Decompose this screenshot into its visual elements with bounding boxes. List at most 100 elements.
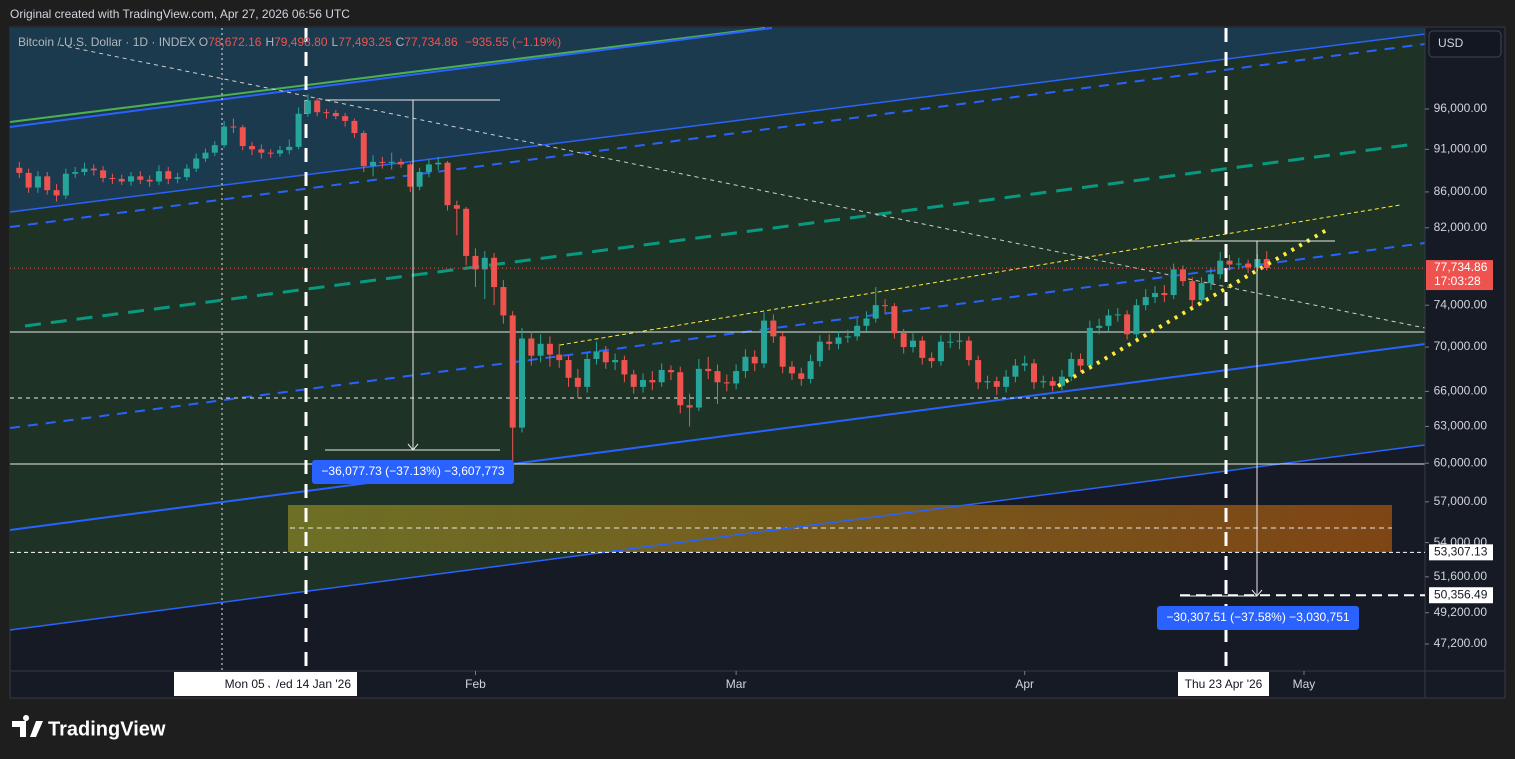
measure-arrow (407, 443, 419, 451)
candle-body (239, 127, 246, 147)
candle-body (844, 336, 851, 338)
trend-line (9, 444, 1426, 631)
legend: Bitcoin / U.S. Dollar · 1D · INDEX O78,6… (18, 35, 565, 49)
y-tick-label: 74,000.00 (1434, 297, 1488, 311)
candle-body (1105, 315, 1112, 326)
currency-button[interactable] (1428, 30, 1502, 58)
candle-body (919, 340, 926, 358)
candle-body (109, 178, 116, 180)
candle-body (1142, 297, 1149, 306)
candle-body (863, 318, 870, 326)
candle-body (193, 158, 200, 169)
y-tick-label: 66,000.00 (1434, 384, 1488, 398)
candle-body (630, 374, 637, 387)
candle-body (500, 287, 507, 316)
candle-body (826, 341, 833, 344)
price-level-label: 53,307.13 (1434, 544, 1488, 558)
trend-line (9, 343, 1426, 531)
measure-label-box (1157, 606, 1359, 630)
candle-body (835, 337, 842, 344)
candle-body (342, 116, 349, 121)
time-label: Thu 23 Apr '26 (1185, 677, 1263, 691)
candle-body (779, 336, 786, 367)
last-price-box (1426, 260, 1493, 291)
candles (16, 94, 1270, 464)
candle-body (1207, 274, 1214, 284)
candle-body (44, 176, 51, 191)
x-tick-label: Mar (726, 677, 747, 691)
candle-body (379, 161, 386, 163)
candle-body (1226, 260, 1233, 265)
candle-body (807, 361, 814, 379)
candle-body (723, 382, 730, 384)
candle-body (1003, 376, 1010, 387)
x-tick-label: May (1293, 677, 1316, 691)
candle-body (463, 208, 470, 256)
candle-body (62, 173, 69, 196)
legend-value: 77,734.86 (404, 35, 458, 49)
candle-body (705, 368, 712, 372)
candle-body (1152, 293, 1159, 298)
candle-body (965, 340, 972, 361)
candle-body (1040, 381, 1047, 383)
candle-body (1161, 293, 1168, 296)
candle-body (53, 190, 60, 196)
candle-body (1058, 376, 1065, 386)
candle-body (612, 360, 619, 363)
candle-body (900, 333, 907, 348)
candle-body (267, 152, 274, 154)
candle-body (25, 172, 32, 188)
candle-body (249, 146, 256, 150)
trend-line (59, 44, 1426, 329)
candle-body (146, 179, 153, 182)
candle-body (155, 171, 162, 182)
candle-body (211, 145, 218, 153)
candle-body (16, 167, 23, 173)
candle-body (509, 315, 516, 428)
candle-body (565, 360, 572, 378)
candle-body (323, 112, 330, 114)
candle-body (1049, 381, 1056, 386)
candle-body (751, 356, 758, 364)
candle-body (909, 340, 916, 348)
last-price-label: 77,734.86 (1434, 260, 1488, 274)
legend-key: L (331, 35, 339, 49)
candle-body (770, 320, 777, 337)
legend-key: H (265, 35, 275, 49)
candle-body (183, 168, 190, 178)
candle-body (956, 340, 963, 342)
candle-body (1077, 358, 1084, 366)
candle-body (202, 152, 209, 159)
currency[interactable]: USD (1438, 36, 1464, 50)
candle-body (137, 176, 144, 180)
candle-body (435, 162, 442, 165)
candle-body (276, 150, 283, 154)
y-tick-label: 86,000.00 (1434, 184, 1488, 198)
candle-body (788, 366, 795, 374)
candle-body (1235, 263, 1242, 265)
candle-body (854, 325, 861, 337)
candle-body (472, 255, 479, 270)
change: −935.55 (−1.19%) (465, 35, 562, 49)
candle-body (128, 176, 135, 182)
price-level-box (1429, 544, 1493, 561)
candle-body (1086, 327, 1093, 366)
y-tick-label: 47,200.00 (1434, 636, 1488, 650)
candle-body (72, 172, 79, 174)
candle-body (314, 100, 321, 113)
trend-line (9, 27, 766, 123)
y-tick-label: 91,000.00 (1434, 142, 1488, 156)
brand: TradingView (48, 718, 166, 740)
price-level-label: 50,356.49 (1434, 587, 1488, 601)
y-tick-label: 60,000.00 (1434, 455, 1488, 469)
credit: Original created with TradingView.com, A… (10, 7, 350, 21)
candle-body (1133, 305, 1140, 335)
candle-body (444, 162, 451, 206)
candle-body (1096, 325, 1103, 328)
candle-body (370, 161, 377, 167)
candle-body (677, 372, 684, 406)
candle-body (975, 360, 982, 383)
candle-body (351, 120, 358, 133)
